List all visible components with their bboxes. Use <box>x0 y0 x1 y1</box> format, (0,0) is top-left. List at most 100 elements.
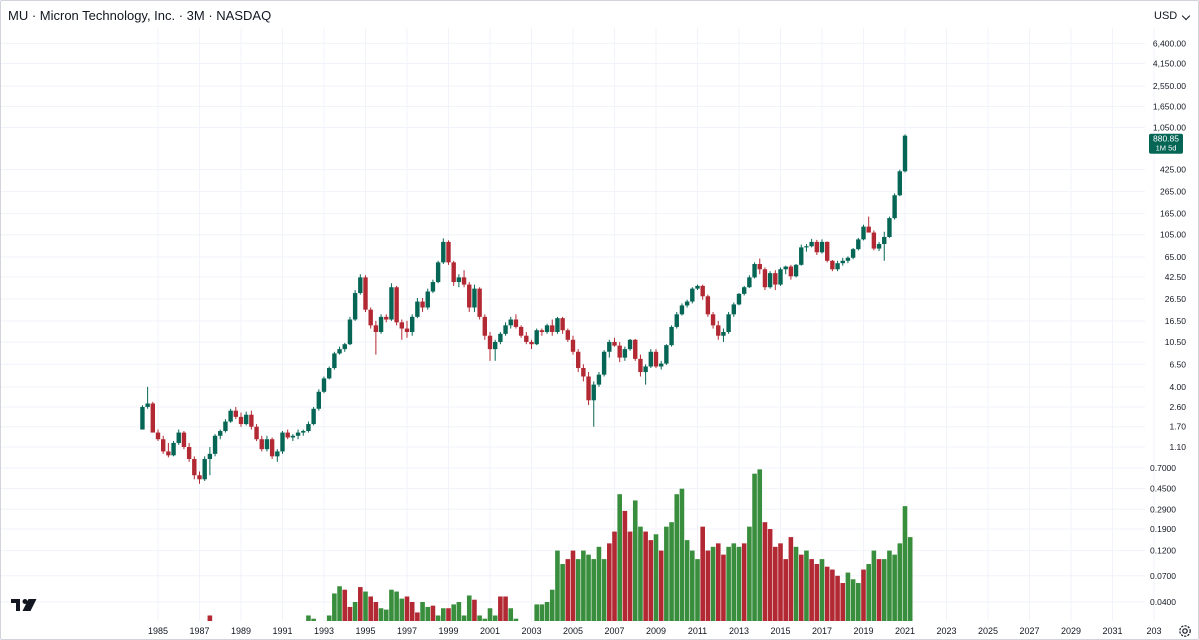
volume-bar <box>850 579 856 621</box>
candle-body <box>518 326 524 336</box>
candle-body <box>228 410 233 422</box>
price-tick-label: 165.00 <box>1160 209 1186 219</box>
time-tick-label: 2005 <box>563 626 583 636</box>
candle-body <box>721 332 726 336</box>
candle-body <box>409 316 415 332</box>
candle-body <box>394 287 399 323</box>
candle-body <box>373 325 379 332</box>
volume-bar <box>482 618 488 621</box>
candle-body <box>601 351 607 375</box>
volume-bar <box>399 598 405 621</box>
volume-bar <box>570 550 576 621</box>
candle-body <box>332 353 337 369</box>
time-tick-label: 1987 <box>189 626 209 636</box>
volume-bar <box>741 543 747 621</box>
candle-body <box>596 374 602 385</box>
time-tick-label: 2003 <box>521 626 541 636</box>
candle-body <box>529 341 534 345</box>
candle-body <box>773 273 778 285</box>
candle-body <box>866 226 871 233</box>
volume-bar <box>695 559 700 621</box>
candle-body <box>404 328 410 332</box>
candle-body <box>238 416 244 425</box>
candle-body <box>456 277 462 283</box>
tradingview-logo-icon[interactable] <box>11 597 39 613</box>
volume-bar <box>492 615 498 621</box>
candle-body <box>477 288 482 317</box>
last-price-badge <box>1149 133 1183 154</box>
candle-body <box>819 241 825 253</box>
candle-body <box>492 341 498 350</box>
volume-bar <box>347 606 353 621</box>
price-tick-label: 6,400.00 <box>1153 38 1186 48</box>
candle-body <box>363 277 368 310</box>
volume-bar <box>591 559 597 621</box>
symbol-title[interactable]: MU · Micron Technology, Inc. · 3M · NASD… <box>8 8 272 23</box>
time-tick-label: 1993 <box>314 626 334 636</box>
volume-bar <box>612 531 617 621</box>
candle-body <box>389 287 394 320</box>
candle-body <box>617 345 622 358</box>
volume-bar <box>726 546 731 621</box>
volume-bar <box>435 615 441 621</box>
volume-bar <box>326 615 332 621</box>
volume-bar <box>679 488 685 621</box>
candle-body <box>337 349 342 354</box>
volume-tick-label: 0.1900 <box>1150 524 1176 534</box>
candle-body <box>342 344 347 350</box>
candle-body <box>876 244 882 249</box>
price-tick-label: 2.60 <box>1169 402 1186 412</box>
candle-body <box>415 301 420 317</box>
volume-bar <box>337 586 342 621</box>
candle-body <box>186 447 192 460</box>
volume-bar <box>456 602 462 621</box>
candle-body <box>882 236 887 245</box>
volume-bar <box>793 546 799 621</box>
price-tick-label: 265.00 <box>1160 187 1186 197</box>
volume-bar <box>881 559 887 621</box>
volume-bar <box>560 564 565 621</box>
gear-icon[interactable] <box>1178 624 1192 638</box>
candle-body <box>793 264 799 277</box>
candle-body <box>202 459 207 480</box>
candle-body <box>783 266 788 270</box>
price-tick-label: 42.50 <box>1165 272 1187 282</box>
volume-bar <box>715 543 721 621</box>
volume-bar <box>425 606 431 621</box>
volume-bar <box>871 550 877 621</box>
candle-body <box>565 330 571 340</box>
volume-bar <box>902 506 908 621</box>
candle-body <box>503 325 508 334</box>
time-tick-label: 2021 <box>895 626 915 636</box>
volume-bar <box>363 591 368 621</box>
candle-body <box>145 403 150 407</box>
volume-bar <box>866 564 871 621</box>
candle-body <box>269 439 275 457</box>
volume-bar <box>747 526 752 621</box>
volume-bar <box>861 569 866 621</box>
price-axis: 6,400.00 4,150.00 2,550.00 1,650.00 1,050.00… <box>1150 38 1186 607</box>
volume-bar <box>404 596 410 621</box>
price-tick-label: 1,050.00 <box>1153 123 1186 133</box>
candle-body <box>653 351 659 367</box>
candle-body <box>487 335 493 350</box>
volume-series <box>207 469 913 621</box>
candle-body <box>285 432 290 438</box>
time-tick-label: 2029 <box>1061 626 1081 636</box>
volume-tick-label: 0.0400 <box>1150 597 1176 607</box>
volume-bar <box>814 564 820 621</box>
candle-body <box>160 439 166 452</box>
volume-bar <box>638 526 643 621</box>
volume-bar <box>487 608 493 621</box>
candle-body <box>871 232 877 249</box>
candle-body <box>741 287 747 294</box>
price-tick-label: 1.10 <box>1169 442 1186 452</box>
volume-bar <box>503 596 508 621</box>
time-tick-label: 1995 <box>355 626 375 636</box>
candle-body <box>648 351 654 367</box>
candle-body <box>472 288 477 308</box>
currency-selector[interactable]: USD <box>1154 10 1178 22</box>
candle-body <box>280 432 285 452</box>
volume-bar <box>809 559 814 621</box>
